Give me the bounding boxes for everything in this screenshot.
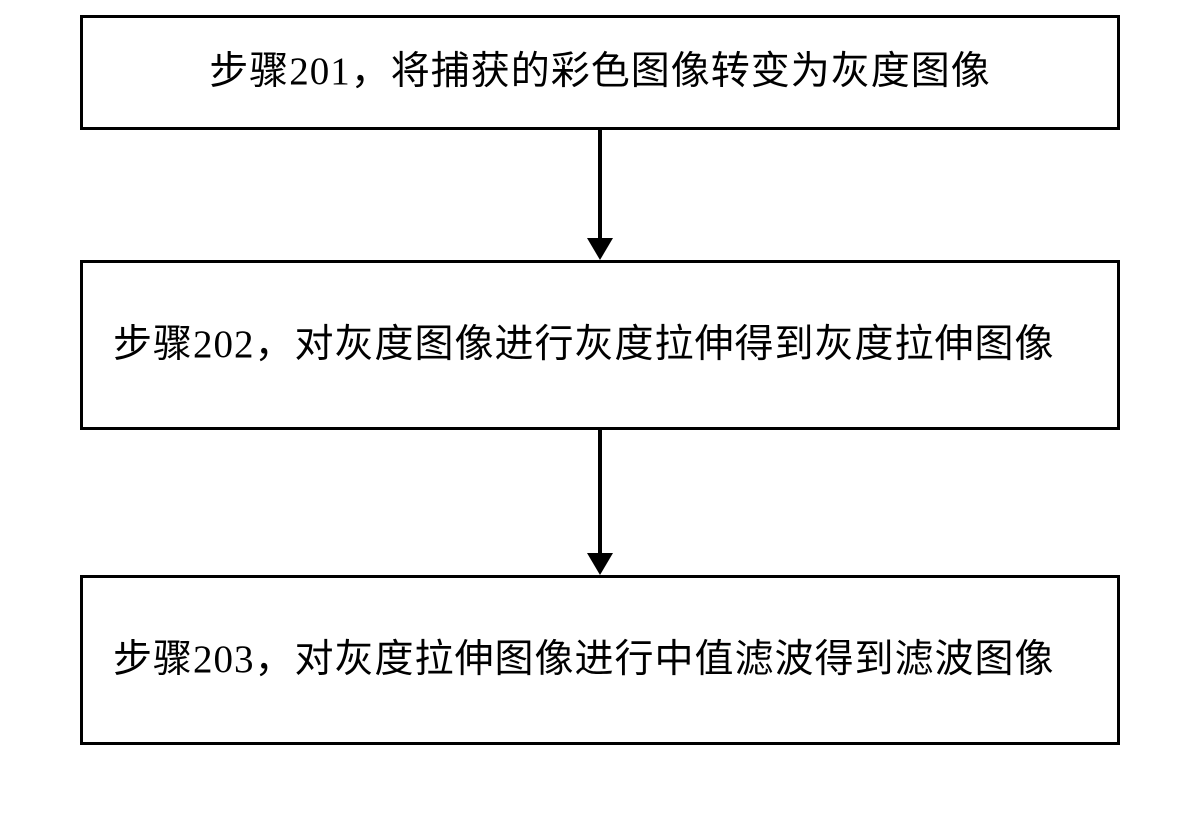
step-203-text: 步骤203，对灰度拉伸图像进行中值滤波得到滤波图像 xyxy=(113,630,1055,690)
arrow-1-container xyxy=(80,130,1120,260)
arrow-down-icon xyxy=(580,130,620,260)
step-201-text: 步骤201，将捕获的彩色图像转变为灰度图像 xyxy=(209,42,991,102)
arrow-2-container xyxy=(80,430,1120,575)
flowchart-step-201: 步骤201，将捕获的彩色图像转变为灰度图像 xyxy=(80,15,1120,130)
flowchart-step-203: 步骤203，对灰度拉伸图像进行中值滤波得到滤波图像 xyxy=(80,575,1120,745)
step-202-text: 步骤202，对灰度图像进行灰度拉伸得到灰度拉伸图像 xyxy=(113,315,1055,375)
flowchart-step-202: 步骤202，对灰度图像进行灰度拉伸得到灰度拉伸图像 xyxy=(80,260,1120,430)
flowchart-container: 步骤201，将捕获的彩色图像转变为灰度图像 步骤202，对灰度图像进行灰度拉伸得… xyxy=(80,15,1120,745)
arrow-down-icon xyxy=(580,430,620,575)
